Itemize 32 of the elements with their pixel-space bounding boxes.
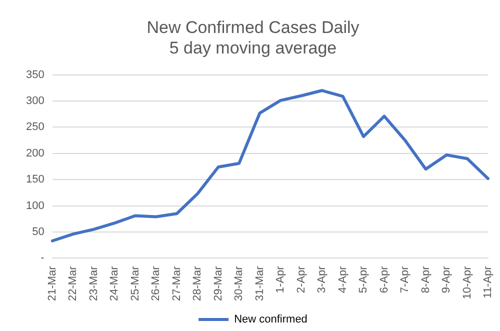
- x-tick-label: 28-Mar: [192, 266, 204, 301]
- x-tick-label: 21-Mar: [46, 266, 58, 301]
- x-tick-label: 1-Apr: [274, 266, 287, 294]
- y-tick-label: 100: [26, 200, 44, 212]
- x-tick-label: 2-Apr: [295, 266, 308, 294]
- x-tick-label: 10-Apr: [461, 266, 474, 300]
- y-tick-label: -: [40, 252, 45, 264]
- x-tick-label: 31-Mar: [254, 266, 266, 301]
- x-tick-label: 5-Apr: [358, 266, 370, 294]
- y-tick-label: 350: [26, 68, 44, 81]
- y-tick-label: 50: [32, 226, 44, 238]
- x-tick-label: 7-Apr: [399, 266, 412, 294]
- y-tick-label: 150: [26, 174, 44, 186]
- x-tick-label: 4-Apr: [336, 266, 349, 294]
- x-tick-label: 22-Mar: [67, 266, 80, 301]
- x-tick-label: 9-Apr: [440, 266, 453, 294]
- x-tick-label: 26-Mar: [150, 266, 162, 301]
- x-tick-label: 11-Apr: [482, 266, 494, 298]
- x-tick-label: 24-Mar: [108, 266, 121, 301]
- y-tick-label: 250: [26, 121, 44, 134]
- x-tick-label: 8-Apr: [420, 266, 432, 294]
- y-tick-label: 200: [26, 147, 44, 160]
- x-tick-label: 6-Apr: [378, 266, 390, 294]
- x-tick-label: 30-Mar: [233, 266, 246, 301]
- x-tick-label: 27-Mar: [170, 266, 183, 301]
- x-tick-label: 25-Mar: [129, 266, 142, 301]
- x-tick-label: 29-Mar: [212, 266, 224, 301]
- x-tick-label: 23-Mar: [88, 266, 100, 301]
- legend-label: New confirmed: [234, 314, 308, 326]
- y-tick-label: 300: [26, 95, 44, 108]
- chart-title: New Confirmed Cases Daily 5 day moving average: [146, 18, 360, 58]
- x-tick-label: 3-Apr: [316, 266, 328, 294]
